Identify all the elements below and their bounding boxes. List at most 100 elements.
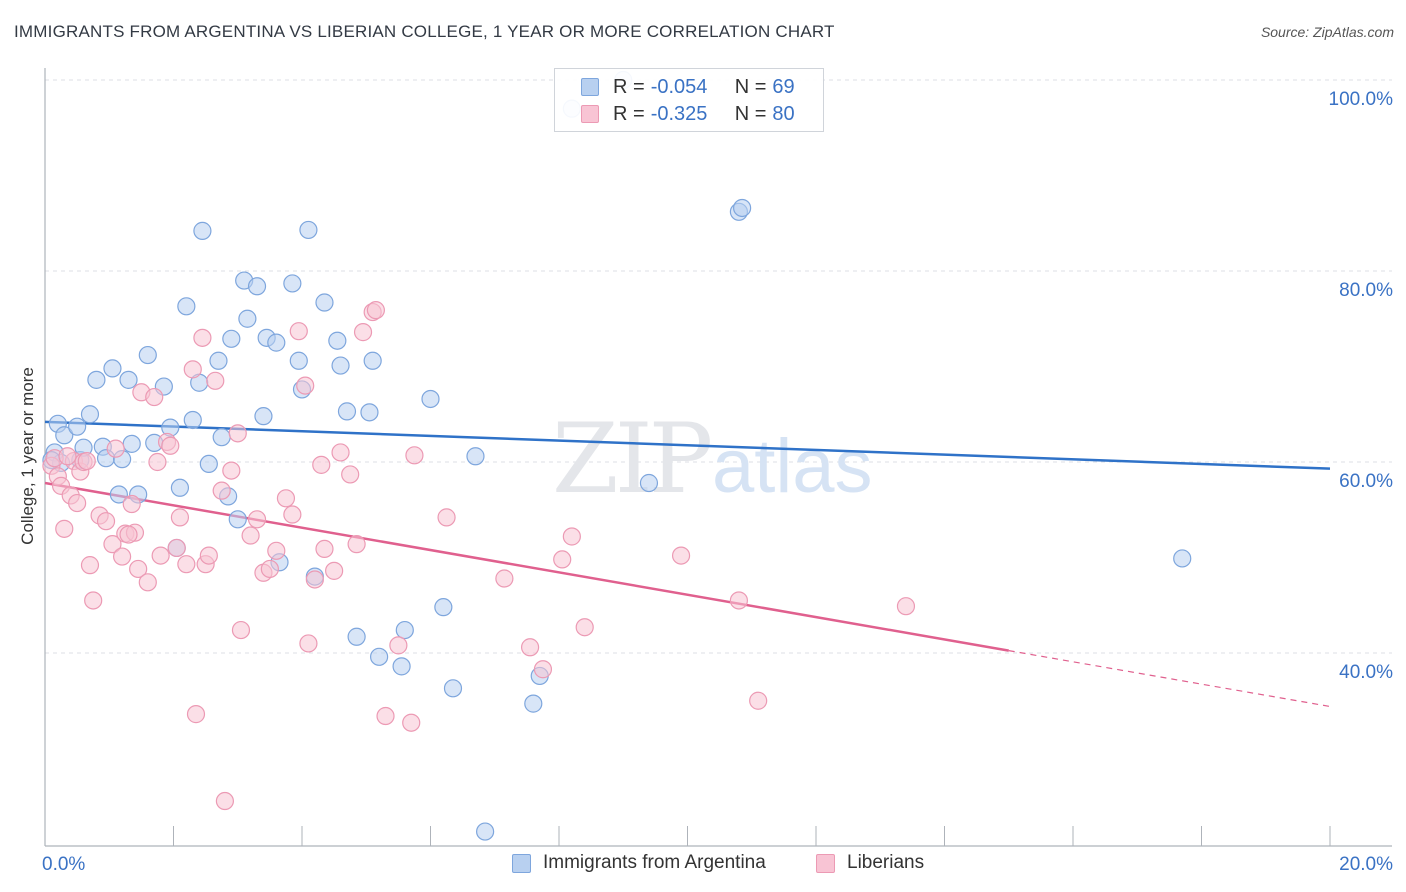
liberians-point	[58, 447, 77, 466]
argentina-point	[392, 657, 411, 676]
argentina-point	[87, 370, 106, 389]
legend-row-argentina: R = -0.054 N = 69	[581, 74, 795, 100]
liberians-point	[533, 660, 553, 679]
argentina-point	[363, 351, 382, 370]
liberians-point	[84, 591, 103, 610]
argentina-point	[289, 351, 308, 370]
liberians-point	[186, 705, 206, 724]
argentina-point	[80, 405, 100, 424]
argentina-point	[283, 274, 302, 293]
liberians-point	[312, 455, 331, 474]
liberians-point	[241, 526, 260, 545]
chart-title: IMMIGRANTS FROM ARGENTINA VS LIBERIAN CO…	[14, 22, 835, 41]
liberians-point	[112, 547, 132, 566]
liberians-point	[553, 550, 572, 569]
liberians-point	[193, 328, 212, 347]
legend-r-label: R =	[613, 102, 645, 125]
legend-row-liberians: R = -0.325 N = 80	[581, 101, 795, 127]
liberians-point	[80, 556, 100, 575]
legend-r-value: -0.054	[650, 75, 708, 98]
liberians-point	[267, 541, 286, 560]
x-tick-label: 0.0%	[42, 854, 85, 875]
liberians-point	[212, 481, 231, 500]
legend-n-value: 80	[772, 102, 795, 125]
liberians-point	[260, 559, 279, 579]
argentina-point	[337, 402, 357, 421]
legend-item-argentina[interactable]: Immigrants from Argentina	[512, 852, 766, 874]
liberians-point	[148, 452, 167, 472]
liberians-point	[376, 706, 395, 726]
liberians-point	[170, 508, 190, 527]
legend-label-argentina: Immigrants from Argentina	[543, 852, 766, 873]
legend-swatch-liberians	[581, 105, 599, 123]
liberians-point	[183, 360, 202, 379]
argentina-point	[466, 447, 485, 466]
liberians-point	[389, 636, 408, 655]
liberians-point	[305, 570, 324, 589]
liberians-point	[129, 559, 148, 579]
liberians-point	[96, 512, 116, 531]
legend-n-value: 69	[772, 75, 795, 98]
liberians-point	[437, 508, 456, 527]
argentina-point	[639, 473, 659, 493]
argentina-point	[247, 277, 267, 296]
argentina-point	[222, 329, 241, 348]
liberians-point	[247, 510, 267, 529]
y-axis-label: College, 1 year or more	[18, 367, 37, 545]
liberians-point	[366, 301, 385, 320]
x-tick-label: 20.0%	[1339, 854, 1393, 875]
argentina-point	[177, 297, 196, 316]
argentina-point	[119, 370, 138, 389]
argentina-point	[122, 434, 141, 453]
liberians-point	[402, 713, 421, 732]
liberians-point	[106, 439, 125, 458]
liberians-point	[575, 618, 594, 637]
argentina-point	[238, 309, 257, 328]
legend-n-label: N =	[734, 102, 767, 125]
liberians-point	[145, 387, 164, 407]
liberians-point	[562, 527, 581, 546]
liberians-point	[405, 446, 424, 465]
liberians-point	[325, 561, 344, 580]
liberians-point	[222, 461, 241, 480]
liberians-point	[315, 539, 334, 559]
argentina-point	[170, 478, 190, 497]
liberians-point	[671, 546, 691, 565]
liberians-point	[151, 546, 170, 565]
liberians-point	[331, 443, 350, 462]
liberians-point	[495, 569, 514, 588]
liberians-point	[55, 519, 74, 538]
argentina-point	[733, 198, 752, 218]
legend-n-label: N =	[734, 75, 767, 98]
argentina-point	[524, 694, 543, 713]
legend-r-label: R =	[613, 75, 645, 98]
y-tick-label: 40.0%	[1339, 662, 1393, 683]
argentina-point	[109, 485, 128, 504]
legend-swatch-argentina	[512, 853, 531, 873]
y-tick-label: 60.0%	[1339, 471, 1393, 492]
argentina-point	[315, 293, 334, 312]
liberians-point	[138, 573, 157, 592]
liberians-point	[520, 638, 540, 657]
argentina-point	[228, 510, 247, 529]
argentina-point	[299, 220, 318, 240]
argentina-point	[193, 221, 212, 240]
liberians-point	[296, 376, 315, 395]
liberians-point	[341, 465, 360, 484]
liberians-trend-line-extension	[1008, 650, 1331, 708]
stats-legend: R = -0.054 N = 69 R = -0.325 N = 80	[554, 68, 824, 132]
liberians-point	[729, 591, 749, 610]
liberians-point	[299, 634, 318, 653]
watermark-zip: ZIP	[552, 403, 711, 515]
legend-label-liberians: Liberians	[847, 852, 925, 873]
liberians-point	[215, 791, 234, 811]
liberians-point	[289, 322, 308, 341]
series-legend: Immigrants from Argentina Liberians	[0, 852, 1406, 878]
liberians-trend-line	[44, 481, 1009, 652]
liberians-point	[896, 597, 916, 616]
argentina-point	[183, 410, 202, 430]
legend-item-liberians[interactable]: Liberians	[816, 852, 924, 874]
legend-r-value: -0.325	[650, 102, 708, 125]
liberians-point	[276, 489, 296, 508]
argentina-point	[212, 428, 231, 447]
